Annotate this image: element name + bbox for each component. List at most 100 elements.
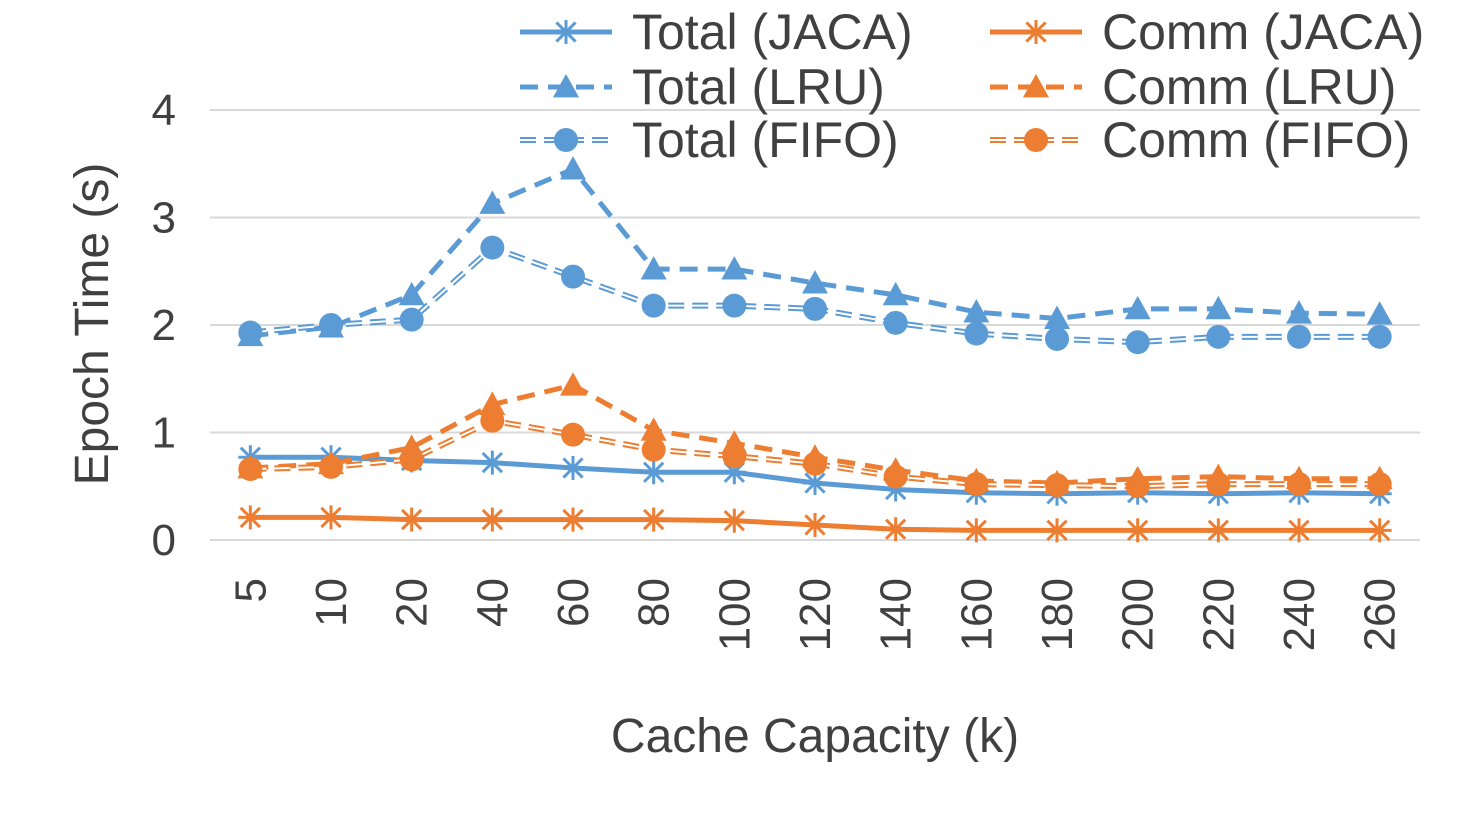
data-point [1287, 324, 1311, 349]
data-point [399, 507, 424, 532]
y-tick-label: 4 [152, 86, 176, 135]
legend-item: Comm (FIFO) [990, 112, 1410, 168]
data-point [480, 507, 505, 532]
x-tick-label: 160 [952, 578, 1001, 651]
x-tick-label: 5 [226, 578, 275, 602]
x-tick-label: 120 [791, 578, 840, 651]
data-point [803, 471, 827, 496]
data-point [319, 313, 343, 337]
data-point [722, 293, 747, 318]
data-point [1045, 326, 1069, 351]
data-point-legend [1024, 20, 1048, 44]
y-axis-title: Epoch Time (s) [66, 163, 119, 486]
legend-label: Comm (FIFO) [1102, 112, 1410, 168]
data-point [479, 190, 506, 214]
legend-item: Total (FIFO) [520, 112, 899, 168]
data-point [561, 264, 585, 289]
series-3 [238, 505, 1392, 543]
data-point [640, 417, 667, 441]
legend-item: Total (LRU) [520, 59, 885, 115]
series-5 [238, 408, 1392, 499]
data-point [319, 454, 343, 479]
data-point [561, 422, 585, 447]
data-point [1367, 324, 1392, 349]
data-point [641, 460, 666, 485]
legend-label: Total (LRU) [632, 59, 885, 115]
legend: Total (JACA)Total (LRU)Total (FIFO) Comm … [520, 4, 1424, 168]
legend-label: Comm (JACA) [1102, 4, 1424, 60]
data-point [964, 518, 989, 543]
x-tick-labels: 5 10 20 40 60 80 100 120 140 160 180 200 220 240 260 [226, 578, 1404, 651]
data-point [963, 299, 990, 323]
data-point [560, 156, 586, 180]
data-point [1206, 324, 1231, 349]
data-point [561, 507, 585, 532]
x-tick-label: 200 [1114, 578, 1163, 651]
data-point [238, 320, 263, 345]
data-point [399, 447, 424, 472]
data-point [640, 256, 667, 280]
data-point [964, 472, 989, 497]
legend-item: Total (JACA) [520, 4, 913, 60]
data-point [803, 296, 827, 321]
data-point [1205, 295, 1232, 320]
x-axis-title: Cache Capacity (k) [611, 710, 1019, 763]
x-tick-label: 20 [388, 578, 437, 627]
x-tick-label: 100 [710, 578, 759, 651]
data-point-legend [553, 74, 579, 98]
data-point [641, 507, 666, 532]
data-point [1044, 305, 1070, 329]
data-point [882, 281, 909, 306]
data-point-legend [554, 20, 578, 44]
x-tick-label: 60 [549, 578, 598, 627]
x-tick-label: 80 [630, 578, 679, 627]
data-point [1124, 295, 1151, 320]
series-group [237, 156, 1393, 543]
data-point [722, 444, 747, 469]
data-point [1367, 518, 1392, 543]
y-tick-label: 2 [152, 301, 176, 350]
x-tick-label: 220 [1194, 578, 1243, 651]
x-tick-label: 40 [468, 578, 517, 627]
y-tick-label: 3 [152, 194, 176, 243]
data-point [1045, 518, 1069, 543]
data-point [802, 270, 828, 294]
data-point [561, 455, 585, 480]
data-point [480, 408, 505, 433]
series-line [250, 166, 1380, 339]
data-point [1287, 472, 1311, 497]
data-point [721, 256, 748, 280]
x-tick-label: 140 [872, 578, 921, 651]
legend-item: Comm (JACA) [990, 4, 1424, 60]
y-tick-label: 0 [152, 516, 176, 565]
data-point [238, 505, 263, 530]
y-tick-label: 1 [152, 409, 176, 458]
legend-label: Total (JACA) [632, 4, 913, 60]
data-point [722, 508, 747, 533]
legend-label: Comm (LRU) [1102, 59, 1396, 115]
data-point [1206, 472, 1231, 497]
data-point [1045, 473, 1069, 498]
data-point [1206, 518, 1231, 543]
data-point [883, 517, 908, 542]
y-tick-labels: 0 1 2 3 4 [152, 86, 176, 565]
data-point [1287, 518, 1311, 543]
data-point [479, 391, 506, 415]
data-point [480, 450, 505, 475]
data-point [1125, 474, 1150, 499]
data-point [803, 451, 827, 476]
data-point [399, 307, 424, 332]
data-point [398, 281, 425, 306]
data-point [1125, 518, 1150, 543]
x-tick-label: 10 [307, 578, 356, 627]
x-tick-label: 240 [1275, 578, 1324, 651]
data-point-legend [554, 128, 578, 152]
data-point [1286, 300, 1312, 324]
data-point [560, 372, 586, 396]
data-point [964, 321, 989, 346]
data-point [238, 457, 263, 482]
series-2 [238, 235, 1392, 355]
data-point-legend [1023, 74, 1049, 98]
